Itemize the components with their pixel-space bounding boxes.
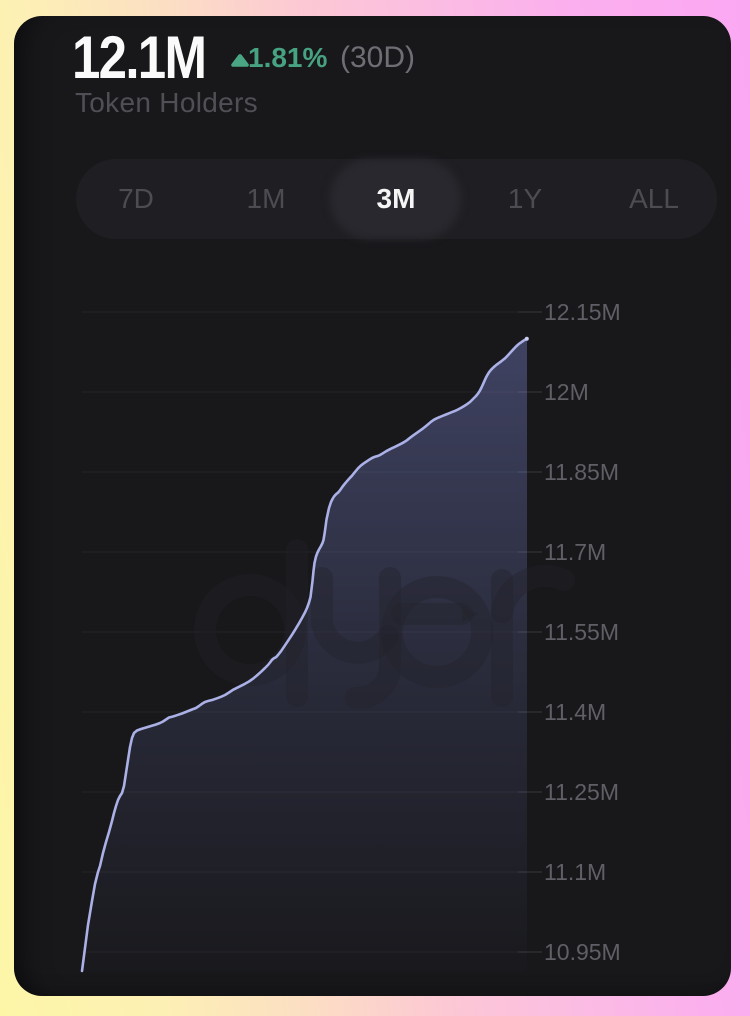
svg-text:12M: 12M (544, 379, 589, 405)
svg-text:11.25M: 11.25M (544, 779, 619, 805)
svg-text:10.95M: 10.95M (544, 939, 621, 965)
svg-text:11.4M: 11.4M (544, 699, 606, 725)
svg-text:11.85M: 11.85M (544, 459, 619, 485)
svg-text:11.55M: 11.55M (544, 619, 619, 645)
svg-text:11.7M: 11.7M (544, 539, 606, 565)
svg-text:12.15M: 12.15M (544, 299, 621, 325)
svg-text:11.1M: 11.1M (544, 859, 606, 885)
